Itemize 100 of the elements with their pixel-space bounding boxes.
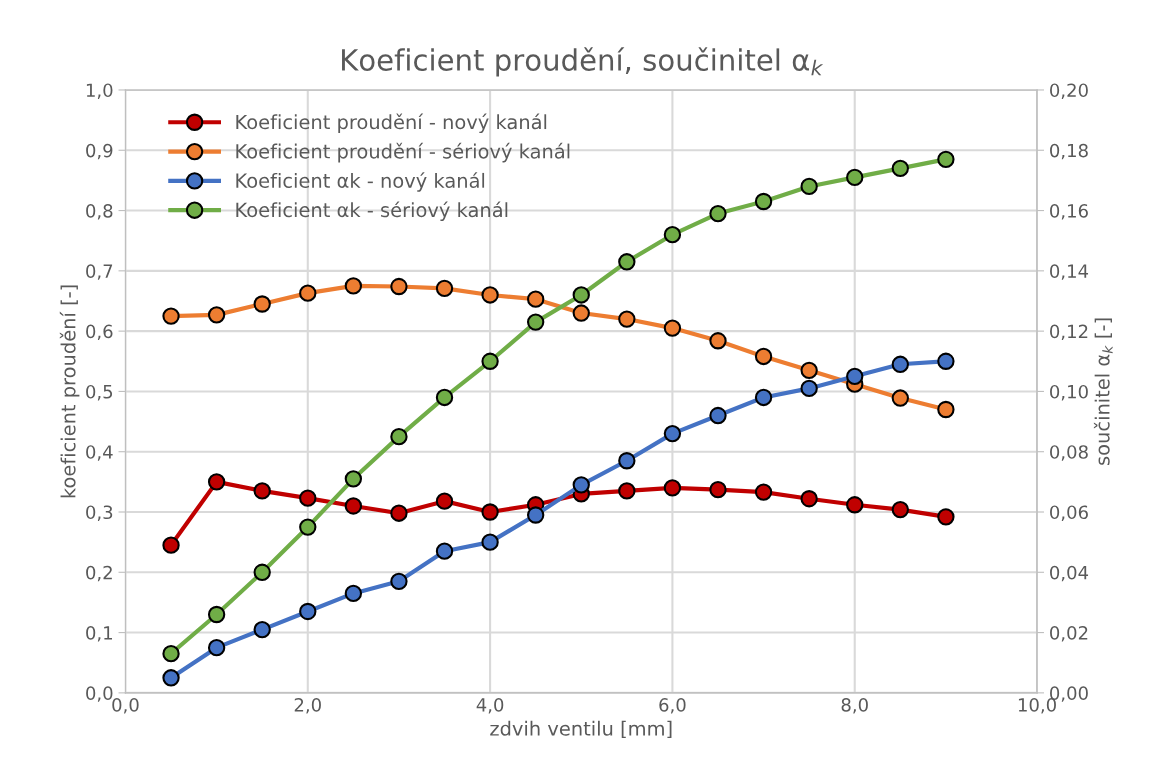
y-tick-label: 0,2 [86,565,112,582]
point [709,332,727,350]
point [663,319,682,337]
point [435,279,454,298]
point [709,406,727,425]
point [800,177,818,196]
point [162,536,180,554]
point [253,482,271,500]
point [709,204,727,223]
point [253,620,271,639]
point [572,476,590,494]
point [162,669,180,687]
point [754,192,773,211]
y-tick-label: 1,0 [86,83,113,99]
point [937,400,955,419]
point [344,470,363,488]
point [891,500,909,519]
point [390,504,408,522]
y-tick-label: 0,1 [86,626,112,642]
y2-tick-label: 0,02 [1050,626,1088,642]
point [572,286,590,304]
point [754,388,773,407]
point [207,473,226,491]
point [299,602,317,621]
point [891,355,909,373]
y2-tick-label: 0,16 [1050,204,1088,220]
x-tick-label: 2,0 [294,698,321,714]
point [891,159,909,178]
point [435,388,454,407]
point [253,295,271,313]
point [846,496,864,514]
point [481,352,499,370]
y2-tick-label: 0,06 [1050,505,1088,521]
point [527,290,545,308]
point [527,506,545,524]
point [800,379,818,398]
point [937,150,955,168]
point [618,253,636,271]
x-tick-label: 4,0 [476,698,504,714]
y-tick-label: 0,5 [86,384,113,401]
legend-label: Koeficient proudění - nový kanál [236,113,547,134]
x-tick-label: 0,0 [112,698,139,714]
point [709,481,727,499]
y2-tick-label: 0,18 [1050,143,1088,160]
y-tick-label: 0,7 [86,264,113,280]
point [618,310,636,328]
point [435,492,454,510]
point [618,452,636,470]
point [572,304,590,322]
y-tick-label: 0,0 [86,686,113,702]
point [481,533,499,551]
point [618,482,636,500]
point [663,479,682,497]
point [663,424,682,443]
point [207,605,226,624]
y-tick-label: 0,3 [86,505,113,521]
point [390,572,408,591]
y2-tick-label: 0,10 [1050,384,1088,401]
point [344,584,363,603]
y2-tick-label: 0,12 [1050,324,1088,341]
x-tick-label: 6,0 [659,698,686,714]
point [481,286,499,304]
point [891,389,909,407]
point [162,645,180,663]
point [481,503,499,521]
point [937,508,955,526]
point [754,347,773,366]
point [846,168,864,187]
y-tick-label: 0,6 [86,324,113,341]
point [344,497,363,515]
y2-tick-label: 0,08 [1050,445,1088,461]
y2-tick-label: 0,04 [1050,565,1089,582]
y-tick-label: 0,9 [86,143,113,160]
point [207,306,226,324]
point [299,284,317,302]
point [299,489,317,507]
x-tick-label: 8,0 [841,698,868,714]
y2-tick-label: 0,14 [1050,264,1089,280]
point [390,277,408,296]
legend-label: Koeficient αk - nový kanál [236,172,485,192]
y-tick-label: 0,4 [86,445,113,461]
point [754,483,773,501]
point [253,563,271,581]
point [299,518,317,536]
point [800,490,818,508]
point [207,638,226,657]
point [937,352,955,370]
point [390,427,408,446]
y2-axis-title: součinitel α$_{k}$ [-] [1093,318,1113,465]
legend-label: Koeficient proudění - sériový kanál [236,142,570,163]
point [527,313,545,331]
point [344,277,363,295]
point [800,361,818,379]
y-axis-title: koeficient proudění [-] [59,285,80,498]
chart-title: Koeficient proudění, součinitel α$_{k}$ [342,47,824,77]
point [846,367,864,386]
point [663,225,682,244]
legend-label: Koeficient αk - sériový kanál [236,201,508,222]
y-tick-label: 0,8 [86,204,113,220]
point [162,307,180,325]
